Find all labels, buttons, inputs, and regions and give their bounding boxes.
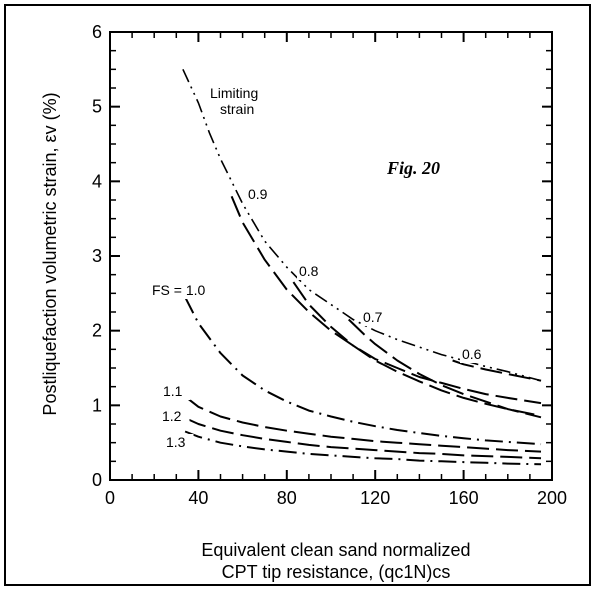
curve-label: 1.2 bbox=[162, 408, 182, 424]
curve-0-9 bbox=[230, 195, 542, 405]
curve-label: 0.9 bbox=[248, 186, 268, 202]
axis-ticks: 0 40 80 120 160 200 0 1 2 3 4 5 6 bbox=[92, 22, 567, 508]
y-tick-label: 0 bbox=[92, 470, 102, 490]
x-tick-label: 200 bbox=[537, 488, 567, 508]
x-tick-label: 40 bbox=[188, 488, 208, 508]
curve-label-bg bbox=[150, 282, 222, 299]
plot-area bbox=[109, 31, 553, 481]
x-tick-label: 80 bbox=[277, 488, 297, 508]
curve-label-bg bbox=[361, 309, 391, 326]
y-tick-label: 2 bbox=[92, 321, 102, 341]
curve-labels: 0.9 0.8 0.7 0.6 FS = 1.0 1.1 1.2 1.3 bbox=[150, 186, 490, 451]
y-tick-label: 6 bbox=[92, 22, 102, 42]
y-tick-label: 1 bbox=[92, 395, 102, 415]
curve-label: 0.6 bbox=[462, 346, 482, 362]
y-tick-label: 4 bbox=[92, 171, 102, 191]
x-tick-label: 120 bbox=[360, 488, 390, 508]
curve-label: 1.1 bbox=[163, 383, 183, 399]
curve-label: 0.7 bbox=[363, 309, 383, 325]
curve-1-3 bbox=[184, 430, 542, 466]
curve-label-bg bbox=[160, 408, 190, 425]
curve-1-1 bbox=[184, 395, 542, 453]
curve-label-bg bbox=[460, 346, 490, 363]
curve-0-6 bbox=[452, 359, 542, 382]
curve-label-bg bbox=[161, 383, 191, 400]
limiting-label-line2: strain bbox=[220, 101, 254, 117]
fig-annotation: Fig. 20 bbox=[386, 158, 440, 178]
curve-label-bg bbox=[246, 186, 276, 203]
x-axis-label-line1: Equivalent clean sand normalized bbox=[201, 540, 470, 560]
curve-label: 0.8 bbox=[299, 263, 319, 279]
y-tick-label: 3 bbox=[92, 246, 102, 266]
x-tick-label: 160 bbox=[449, 488, 479, 508]
strain-chart: 0 40 80 120 160 200 0 1 2 3 4 5 6 0.9 0.8 0.7 0.6 FS = 1… bbox=[40, 22, 567, 582]
curves bbox=[182, 68, 542, 466]
y-axis-label: Postliquefaction volumetric strain, εv (… bbox=[40, 92, 60, 415]
limiting-label-line1: Limiting bbox=[210, 85, 258, 101]
x-axis-label-line2: CPT tip resistance, (qc1N)cs bbox=[222, 562, 451, 582]
x-tick-label: 0 bbox=[105, 488, 115, 508]
curve-label-bg bbox=[297, 263, 327, 280]
curve-label: FS = 1.0 bbox=[152, 282, 206, 298]
curve-label: 1.3 bbox=[166, 434, 186, 450]
figure-frame: 0 40 80 120 160 200 0 1 2 3 4 5 6 0.9 0.8 0.7 0.6 FS = 1… bbox=[4, 4, 591, 586]
y-tick-label: 5 bbox=[92, 97, 102, 117]
curve-0-8 bbox=[292, 281, 542, 417]
curve-label-bg bbox=[164, 434, 194, 451]
curve-0-7 bbox=[348, 318, 542, 419]
